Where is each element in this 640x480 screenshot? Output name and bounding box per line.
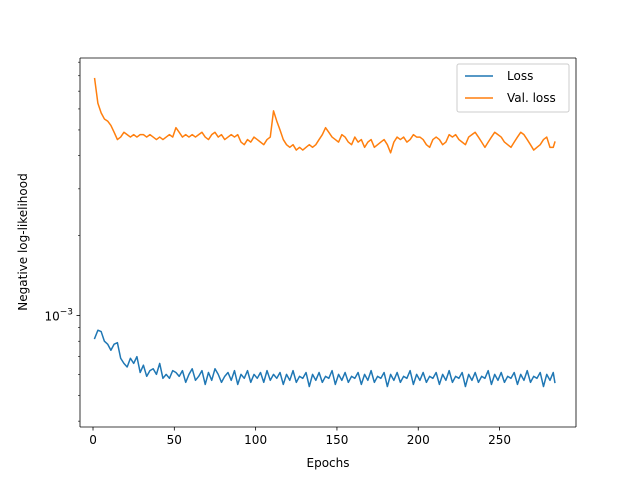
x-tick-label: 50 [167,433,182,447]
x-tick-label: 150 [325,433,348,447]
y-tick-label: 10−3 [44,308,73,324]
series-line-val-loss [93,77,556,154]
x-axis-ticks: 0 50 100 150 200 250 [89,427,511,447]
x-tick-label: 250 [488,433,511,447]
legend-label-loss: Loss [507,69,533,83]
y-axis-ticks: 10−3 [44,61,80,422]
x-tick-label: 0 [89,433,97,447]
x-tick-label: 100 [244,433,267,447]
x-tick-label: 200 [407,433,430,447]
series-line-loss [93,329,556,388]
series-layer [93,77,556,388]
legend-label-val-loss: Val. loss [507,91,556,105]
x-axis-label: Epochs [307,456,350,470]
y-axis-label: Negative log-likelihood [16,173,30,310]
legend: Loss Val. loss [456,63,570,113]
plot-area [80,58,576,427]
axes-spines [79,57,577,428]
